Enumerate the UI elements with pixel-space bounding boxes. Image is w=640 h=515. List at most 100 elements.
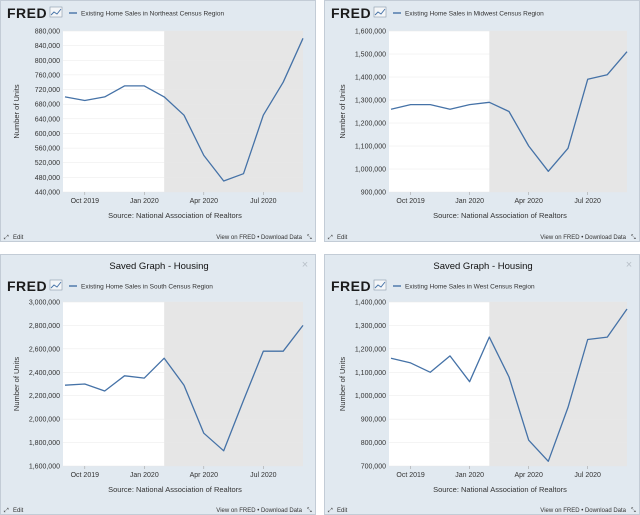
y-tick-label: 3,000,000: [29, 300, 60, 307]
x-tick-label: Jul 2020: [250, 198, 277, 205]
y-tick-label: 1,000,000: [355, 167, 386, 174]
x-tick-label: Apr 2020: [514, 198, 543, 205]
recession-shading: [489, 302, 627, 466]
chart-panel-northeast: FRED Existing Home Sales in Northeast Cen…: [0, 0, 316, 242]
expand-icon[interactable]: ⤢: [328, 507, 333, 514]
chart-svg: FRED Existing Home Sales in Northeast Cen…: [4, 5, 312, 241]
fred-logo[interactable]: FRED: [7, 5, 47, 21]
series-line: [64, 325, 304, 452]
edit-link[interactable]: Edit: [13, 508, 24, 514]
legend-label: Existing Home Sales in South Census Regi…: [81, 284, 213, 291]
y-axis-label: Number of Units: [338, 357, 347, 411]
y-tick-label: 440,000: [35, 190, 60, 197]
source-note: Source: National Association of Realtors: [433, 211, 567, 220]
fred-logo[interactable]: FRED: [331, 278, 371, 294]
x-tick-label: Oct 2019: [71, 472, 100, 479]
chart-svg: Saved Graph - Housing × FRED Existing Home …: [4, 259, 312, 514]
fred-graph-icon: [373, 6, 387, 18]
fred-graph-icon: [49, 279, 63, 291]
y-tick-label: 1,500,000: [355, 52, 386, 59]
saved-graph-title: Saved Graph - Housing: [109, 261, 208, 272]
chart-panel-west: Saved Graph - Housing × FRED Existing Home …: [324, 254, 640, 515]
series-line: [390, 308, 628, 462]
x-tick-label: Jul 2020: [574, 198, 601, 205]
chart-panel-south: Saved Graph - Housing × FRED Existing Home …: [0, 254, 316, 515]
y-tick-label: 480,000: [35, 175, 60, 182]
y-tick-label: 640,000: [35, 116, 60, 123]
y-tick-label: 700,000: [361, 464, 386, 471]
fred-logo[interactable]: FRED: [331, 5, 371, 21]
edit-link[interactable]: Edit: [337, 508, 348, 514]
source-note: Source: National Association of Realtors: [108, 485, 242, 494]
y-tick-label: 1,100,000: [355, 144, 386, 151]
y-axis-label: Number of Units: [12, 84, 21, 138]
y-tick-label: 1,100,000: [355, 370, 386, 377]
x-tick-label: Apr 2020: [190, 472, 219, 479]
resize-icon[interactable]: ⤡: [631, 507, 636, 514]
x-tick-label: Jan 2020: [455, 472, 484, 479]
view-download-link[interactable]: View on FRED • Download Data: [540, 508, 626, 514]
x-tick-label: Jan 2020: [455, 198, 484, 205]
y-tick-label: 1,800,000: [29, 440, 60, 447]
y-tick-label: 760,000: [35, 72, 60, 79]
y-tick-label: 1,600,000: [29, 464, 60, 471]
y-tick-label: 600,000: [35, 131, 60, 138]
y-tick-label: 2,800,000: [29, 323, 60, 330]
edit-link[interactable]: Edit: [337, 235, 348, 241]
resize-icon[interactable]: ⤡: [307, 507, 312, 514]
legend: Existing Home Sales in South Census Regi…: [69, 284, 213, 291]
expand-icon[interactable]: ⤢: [328, 234, 333, 241]
fred-graph-icon: [373, 279, 387, 291]
legend: Existing Home Sales in West Census Regio…: [393, 284, 535, 291]
y-tick-label: 880,000: [35, 29, 60, 36]
y-tick-label: 1,300,000: [355, 323, 386, 330]
y-tick-label: 560,000: [35, 146, 60, 153]
fred-graph-icon: [49, 6, 63, 18]
saved-graph-title: Saved Graph - Housing: [433, 261, 532, 272]
x-tick-label: Apr 2020: [514, 472, 543, 479]
y-tick-label: 900,000: [361, 190, 386, 197]
y-axis-label: Number of Units: [12, 357, 21, 411]
y-tick-label: 1,200,000: [355, 121, 386, 128]
x-tick-label: Jan 2020: [130, 472, 159, 479]
y-tick-label: 520,000: [35, 160, 60, 167]
close-icon[interactable]: ×: [626, 259, 632, 271]
series-line: [64, 38, 304, 182]
y-tick-label: 720,000: [35, 87, 60, 94]
edit-link[interactable]: Edit: [13, 235, 24, 241]
x-tick-label: Oct 2019: [71, 198, 100, 205]
legend-label: Existing Home Sales in West Census Regio…: [405, 284, 535, 291]
legend: Existing Home Sales in Midwest Census Re…: [393, 11, 544, 18]
close-icon[interactable]: ×: [302, 259, 308, 271]
view-download-link[interactable]: View on FRED • Download Data: [216, 508, 302, 514]
legend-label: Existing Home Sales in Midwest Census Re…: [405, 11, 544, 18]
view-download-link[interactable]: View on FRED • Download Data: [216, 235, 302, 241]
recession-shading: [164, 31, 303, 192]
view-download-link[interactable]: View on FRED • Download Data: [540, 235, 626, 241]
expand-icon[interactable]: ⤢: [4, 234, 9, 241]
resize-icon[interactable]: ⤡: [631, 234, 636, 241]
y-axis-label: Number of Units: [338, 84, 347, 138]
chart-svg: FRED Existing Home Sales in Midwest Censu…: [328, 5, 636, 241]
recession-shading: [164, 302, 303, 466]
x-tick-label: Oct 2019: [396, 198, 425, 205]
expand-icon[interactable]: ⤢: [4, 507, 9, 514]
x-tick-label: Jan 2020: [130, 198, 159, 205]
source-note: Source: National Association of Realtors: [433, 485, 567, 494]
chart-panel-midwest: FRED Existing Home Sales in Midwest Censu…: [324, 0, 640, 242]
recession-shading: [489, 31, 627, 192]
y-tick-label: 2,000,000: [29, 417, 60, 424]
legend: Existing Home Sales in Northeast Census …: [69, 11, 224, 18]
fred-logo[interactable]: FRED: [7, 278, 47, 294]
y-tick-label: 900,000: [361, 417, 386, 424]
series-line: [390, 51, 628, 172]
y-tick-label: 1,400,000: [355, 75, 386, 82]
legend-label: Existing Home Sales in Northeast Census …: [81, 11, 224, 18]
resize-icon[interactable]: ⤡: [307, 234, 312, 241]
y-tick-label: 2,400,000: [29, 370, 60, 377]
x-tick-label: Oct 2019: [396, 472, 425, 479]
y-tick-label: 680,000: [35, 102, 60, 109]
y-tick-label: 1,200,000: [355, 346, 386, 353]
y-tick-label: 840,000: [35, 43, 60, 50]
y-tick-label: 1,400,000: [355, 300, 386, 307]
